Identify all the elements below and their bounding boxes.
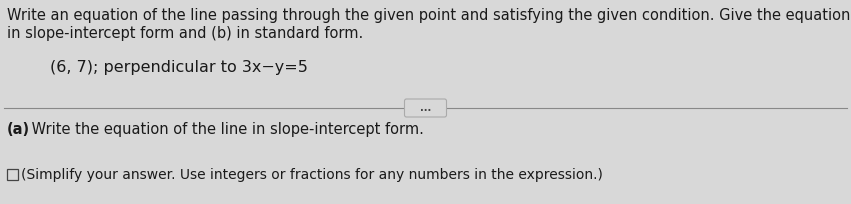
- Text: (a): (a): [7, 122, 30, 137]
- Text: Write an equation of the line passing through the given point and satisfying the: Write an equation of the line passing th…: [7, 8, 851, 23]
- Text: Write the equation of the line in slope-intercept form.: Write the equation of the line in slope-…: [27, 122, 424, 137]
- FancyBboxPatch shape: [404, 99, 447, 117]
- Text: (Simplify your answer. Use integers or fractions for any numbers in the expressi: (Simplify your answer. Use integers or f…: [21, 168, 603, 182]
- Text: (6, 7); perpendicular to 3x−y=5: (6, 7); perpendicular to 3x−y=5: [50, 60, 308, 75]
- Text: in slope-intercept form and (b) in standard form.: in slope-intercept form and (b) in stand…: [7, 26, 363, 41]
- Bar: [7, 169, 18, 180]
- Text: ...: ...: [420, 103, 431, 113]
